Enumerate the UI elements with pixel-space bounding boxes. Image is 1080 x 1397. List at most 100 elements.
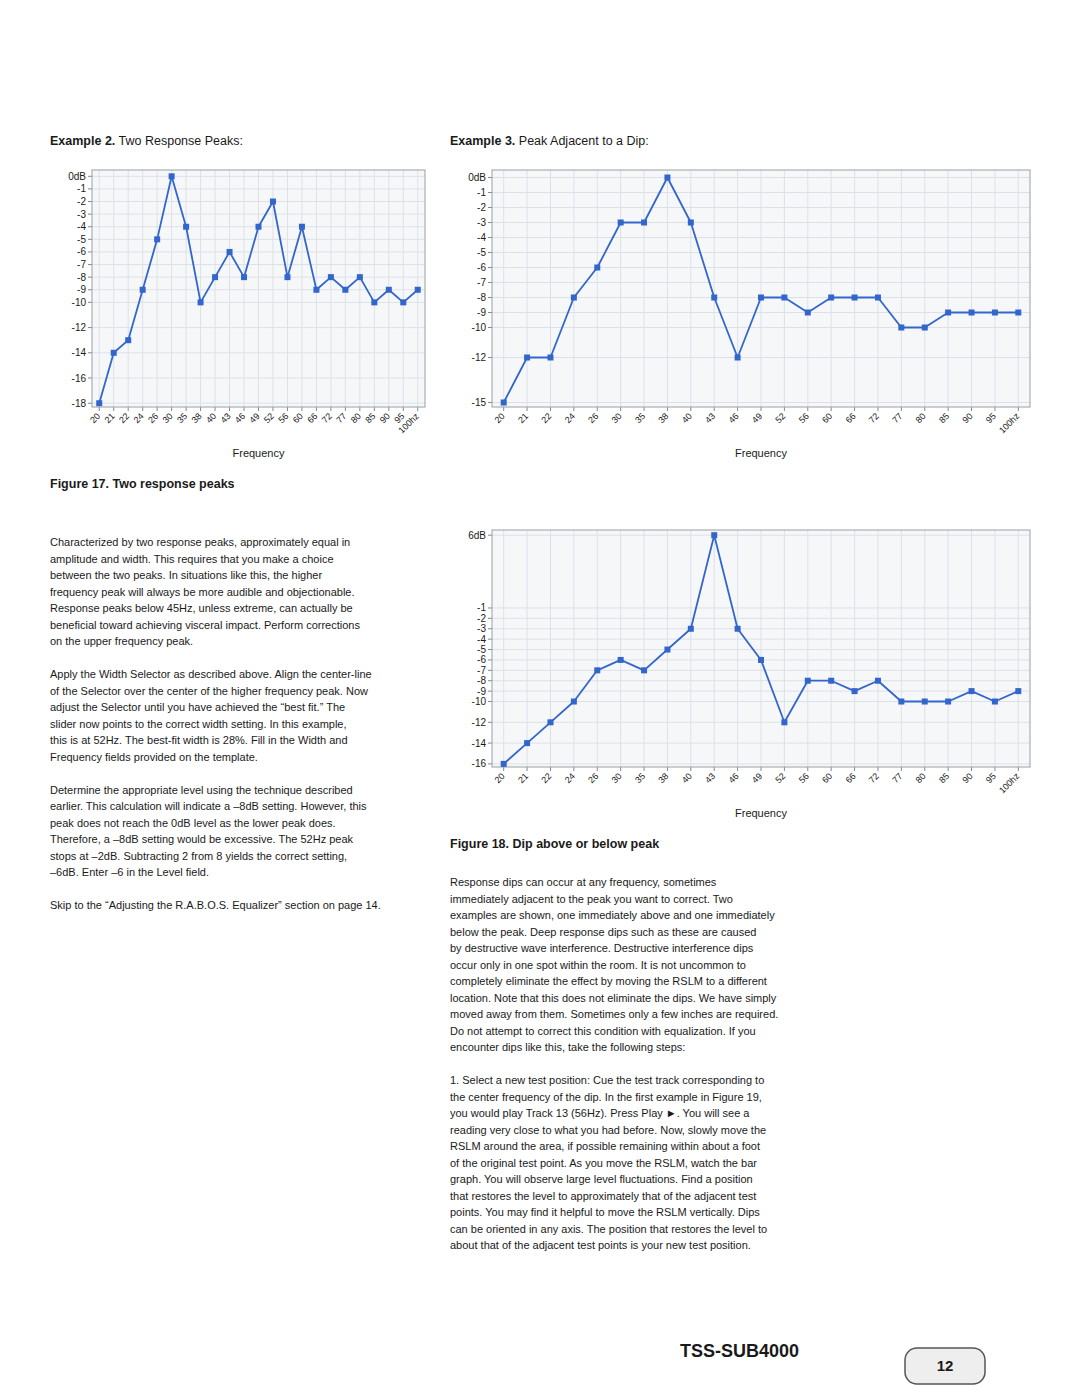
marks (501, 532, 1022, 767)
x-tick-label: 40 (204, 411, 218, 425)
heading: Example 3. Peak Adjacent to a Dip: (450, 134, 649, 148)
data-point (169, 173, 175, 179)
x-tick-label: 35 (633, 411, 647, 425)
data-point (594, 667, 600, 673)
y-tick-label: -14 (72, 347, 87, 358)
tick-mark (88, 239, 92, 240)
tick-mark (128, 407, 129, 411)
y-tick-label: -4 (77, 221, 86, 232)
tick-mark (901, 767, 902, 771)
data-point (758, 657, 764, 663)
data-point (140, 287, 146, 293)
y-tick-label: -2 (77, 196, 86, 207)
grid-line (807, 170, 808, 407)
plot-frame (492, 170, 1030, 407)
grid-line (831, 530, 832, 767)
x-tick-label: 90 (960, 411, 974, 425)
tick-mark (854, 407, 855, 411)
tick-mark (488, 618, 492, 619)
tick-mark (761, 407, 762, 411)
body-text: completely eliminate the effect by movin… (450, 975, 767, 987)
data-point (571, 699, 577, 705)
tick-mark (620, 407, 621, 411)
chart: 0dB-1-2-3-4-5-6-7-8-9-10-12-14-16-182021… (68, 170, 425, 459)
data-point (501, 400, 507, 406)
grid-line (403, 170, 404, 407)
data-point (688, 220, 694, 226)
heading-text: Two Response Peaks: (115, 134, 243, 148)
body-text: Determine the appropriate level using th… (50, 784, 353, 796)
data-point (342, 287, 348, 293)
tick-mark (88, 226, 92, 227)
body-text: on the upper frequency peak. (50, 635, 193, 647)
tick-mark (88, 188, 92, 189)
body-text: of the original test point. As you move … (450, 1157, 757, 1169)
tick-mark (831, 767, 832, 771)
body-text: Do not attempt to correct this condition… (450, 1025, 756, 1037)
tick-mark (784, 407, 785, 411)
body-text: stops at –2dB. Subtracting 2 from 8 yiel… (50, 850, 347, 862)
tick-mark (488, 743, 492, 744)
x-tick-label: 77 (890, 771, 904, 785)
tick-mark (488, 722, 492, 723)
x-tick-label: 56 (276, 411, 290, 425)
grid-line (597, 170, 598, 407)
y-tick-label: -2 (477, 613, 486, 624)
y-tick-label: -18 (72, 398, 87, 409)
grid-line (330, 170, 331, 407)
grid-line (186, 170, 187, 407)
y-tick-label: -10 (72, 297, 87, 308)
data-point (852, 688, 858, 694)
data-point (313, 287, 319, 293)
data-point (711, 295, 717, 301)
body-text: location. Note that this does not elimin… (450, 992, 777, 1004)
x-tick-label: 20 (493, 771, 507, 785)
x-tick-label: 22 (117, 411, 131, 425)
body-text: amplitude and width. This requires that … (50, 553, 334, 565)
tick-mark (88, 277, 92, 278)
tick-mark (877, 407, 878, 411)
data-point (852, 295, 858, 301)
data-point (198, 299, 204, 305)
data-point (328, 274, 334, 280)
tick-mark (215, 407, 216, 411)
body-text: about that of the adjacent test points i… (450, 1239, 751, 1251)
tick-mark (994, 767, 995, 771)
tick-mark (345, 407, 346, 411)
data-point (524, 740, 530, 746)
chart: 0dB-1-2-3-4-5-6-7-8-9-10-12-152021222426… (468, 170, 1030, 459)
tick-mark (714, 407, 715, 411)
body-text: 1. Select a new test position: Cue the t… (450, 1074, 764, 1086)
series-line (504, 178, 1019, 403)
tick-mark (272, 407, 273, 411)
plot-background (492, 170, 1030, 407)
tick-mark (488, 680, 492, 681)
grid-line (573, 530, 574, 767)
marks (501, 175, 1022, 406)
y-tick-label: -3 (477, 217, 486, 228)
data-point (922, 325, 928, 331)
tick-mark (737, 407, 738, 411)
grid-line (807, 530, 808, 767)
tick-mark (88, 289, 92, 290)
y-tick-label: -5 (77, 234, 86, 245)
x-tick-label: 72 (867, 411, 881, 425)
tick-mark (901, 407, 902, 411)
grid-line (714, 530, 715, 767)
data-point (524, 355, 530, 361)
data-point (618, 657, 624, 663)
tick-mark (88, 201, 92, 202)
data-point (875, 295, 881, 301)
grid-line (994, 170, 995, 407)
data-point (284, 274, 290, 280)
data-point (415, 287, 421, 293)
x-tick-label: 43 (218, 411, 232, 425)
tick-mark (784, 767, 785, 771)
tick-mark (620, 767, 621, 771)
tick-mark (550, 767, 551, 771)
x-tick-label: 26 (146, 411, 160, 425)
tick-mark (550, 407, 551, 411)
x-tick-label: 72 (867, 771, 881, 785)
x-tick-label: 22 (539, 411, 553, 425)
tick-mark (831, 407, 832, 411)
